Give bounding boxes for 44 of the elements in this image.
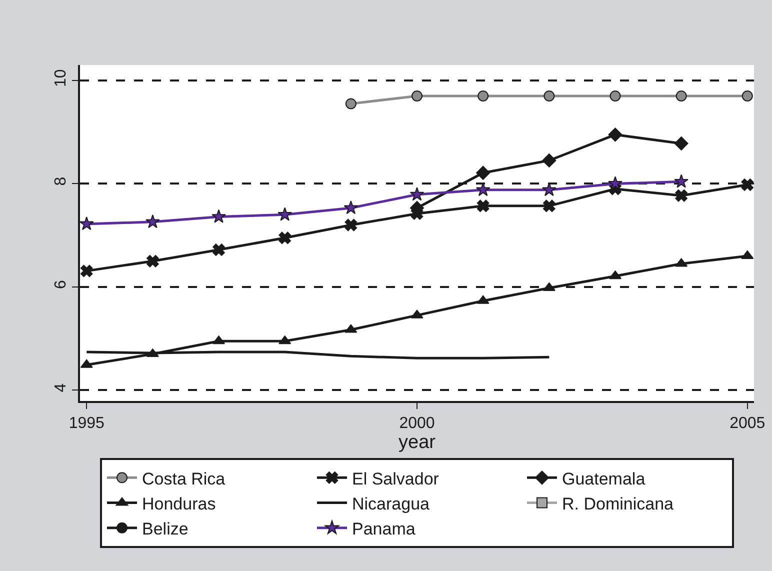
point: [544, 90, 555, 102]
legend-label: Belize: [142, 520, 188, 538]
point: [410, 187, 424, 201]
x-tick-label: 2005: [730, 415, 766, 432]
point: [674, 136, 688, 150]
legend-label: Panama: [352, 520, 416, 538]
point: [146, 214, 160, 228]
point: [212, 209, 226, 223]
point: [80, 264, 93, 278]
point: [476, 200, 490, 212]
point: [741, 178, 754, 191]
legend-label: Costa Rica: [142, 469, 226, 488]
point: [278, 207, 292, 221]
point: [344, 200, 358, 214]
legend-label: El Salvador: [352, 469, 440, 488]
x-tick-label: 1995: [68, 415, 105, 432]
point: [610, 90, 621, 102]
point: [674, 174, 688, 188]
point: [278, 232, 291, 244]
legend-label: R. Dominicana: [562, 494, 674, 514]
legend-label: Honduras: [142, 494, 216, 514]
point: [212, 244, 225, 256]
y-tick-label: 6: [52, 280, 70, 289]
point: [345, 98, 356, 110]
point: [146, 254, 159, 268]
point: [476, 166, 490, 180]
point: [676, 90, 687, 102]
point: [344, 218, 358, 232]
point: [80, 216, 94, 230]
y-tick-label: 10: [52, 69, 70, 87]
point: [543, 200, 556, 212]
point: [478, 90, 489, 102]
x-axis-title: year: [398, 432, 436, 454]
y-tick-label: 8: [52, 176, 70, 186]
point: [608, 128, 622, 142]
legend-label: Guatemala: [562, 469, 646, 488]
point: [542, 153, 556, 168]
point: [608, 176, 622, 190]
point: [412, 90, 422, 102]
x-tick-label: 2000: [399, 415, 435, 432]
y-tick-label: 4: [52, 383, 70, 392]
point: [675, 189, 688, 202]
legend-label: Nicaragua: [352, 494, 430, 514]
point: [742, 90, 753, 102]
